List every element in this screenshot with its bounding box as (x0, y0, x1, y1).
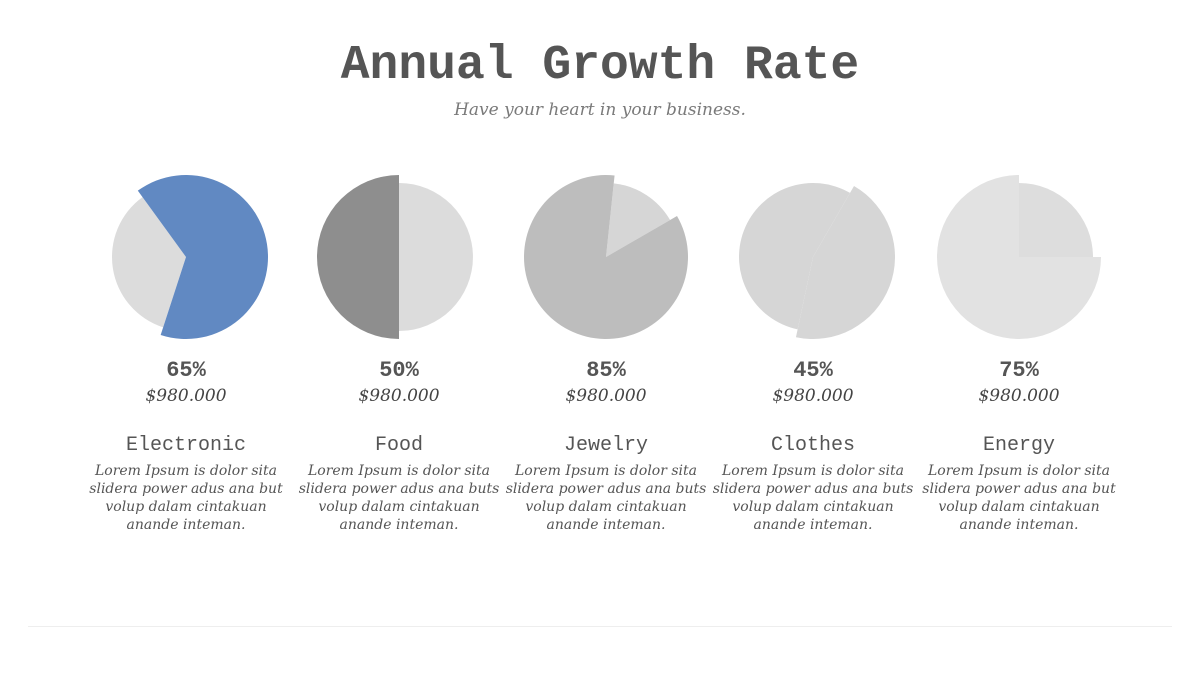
category-description: Lorem Ipsum is dolor sita slidera power … (922, 463, 1116, 533)
category-clothes: Clothes Lorem Ipsum is dolor sita slider… (708, 432, 918, 534)
category-label: Electronic (125, 434, 247, 457)
amount-label: $980.000 (358, 386, 439, 406)
category-label: Clothes (770, 434, 855, 457)
category-energy: Energy Lorem Ipsum is dolor sita slidera… (914, 432, 1124, 534)
pie-value-slice-food (317, 175, 399, 339)
value-label: 75% (999, 358, 1039, 383)
value-label: 50% (379, 358, 419, 383)
pie-remainder-slice-jewelry (606, 183, 671, 257)
category-electronic: Electronic Lorem Ipsum is dolor sita sli… (81, 432, 291, 534)
pie-remainder-slice-energy (1019, 183, 1093, 257)
pie-remainder-slice-food (399, 183, 473, 331)
value-label: 65% (166, 358, 206, 383)
value-label: 85% (586, 358, 626, 383)
value-label: 45% (793, 358, 833, 383)
amount-label: $980.000 (978, 386, 1059, 406)
pie-value-slice-energy (937, 175, 1101, 339)
category-jewelry: Jewelry Lorem Ipsum is dolor sita slider… (501, 432, 711, 534)
pie-value-slice-jewelry (524, 175, 689, 339)
footer-divider (28, 626, 1172, 627)
category-label: Energy (982, 434, 1055, 457)
category-label: Jewelry (563, 434, 648, 457)
amount-label: $980.000 (772, 386, 853, 406)
category-description: Lorem Ipsum is dolor sita slidera power … (505, 463, 707, 533)
category-description: Lorem Ipsum is dolor sita slidera power … (89, 463, 283, 533)
amount-label: $980.000 (565, 386, 646, 406)
pie-value-slice-clothes (795, 185, 895, 339)
page-subtitle: Have your heart in your business. (454, 100, 746, 120)
pie-value-slice-electronic (137, 174, 268, 339)
category-description: Lorem Ipsum is dolor sita slidera power … (712, 463, 914, 533)
amount-label: $980.000 (145, 386, 226, 406)
category-label: Food (374, 434, 423, 457)
category-description: Lorem Ipsum is dolor sita slidera power … (298, 463, 500, 533)
pie-remainder-slice-clothes (739, 183, 850, 330)
category-food: Food Lorem Ipsum is dolor sita slidera p… (294, 432, 504, 534)
pie-remainder-slice-electronic (112, 197, 186, 328)
page-title: Annual Growth Rate (340, 39, 860, 93)
